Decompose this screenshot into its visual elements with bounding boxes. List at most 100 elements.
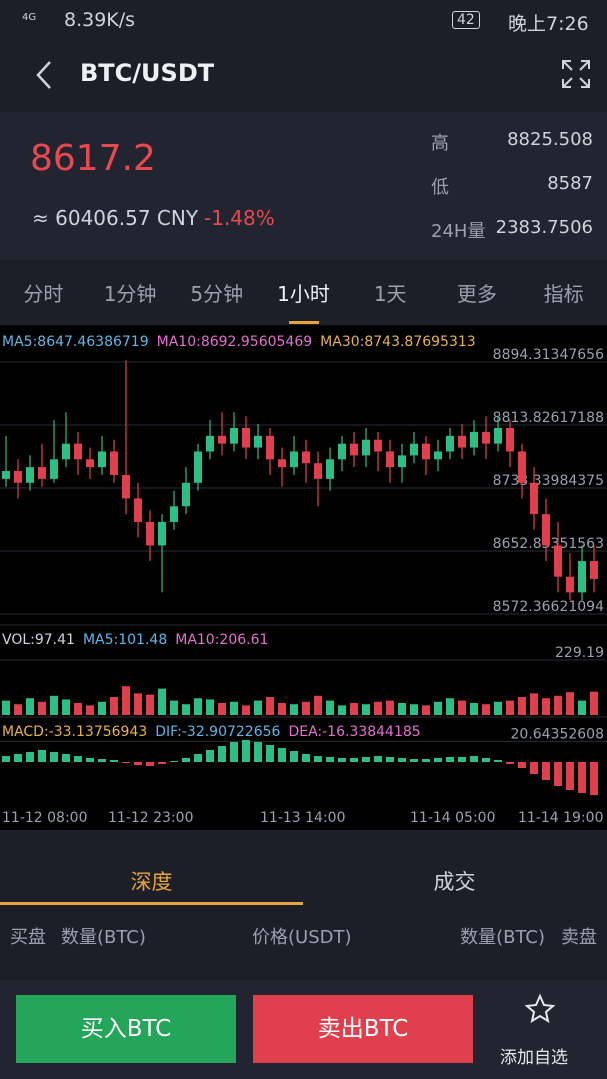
period-tab[interactable]: 1分钟 <box>103 282 157 306</box>
order-header: 买盘 <box>10 927 46 948</box>
macd-bar <box>170 761 178 762</box>
candle-body <box>2 471 10 479</box>
macd-bar <box>542 762 550 780</box>
volume-bar <box>458 700 466 715</box>
depth-tab[interactable]: 深度 <box>130 870 173 894</box>
volume-bar <box>158 688 166 715</box>
candle-body <box>38 467 46 479</box>
volume-bar <box>38 701 46 715</box>
legend-text: MA5:101.48 <box>83 632 167 648</box>
volume-bar <box>182 704 190 715</box>
candle-body <box>314 463 322 479</box>
period-tab[interactable]: 指标 <box>543 282 584 306</box>
candle-body <box>386 451 394 468</box>
volume-bar <box>50 695 58 715</box>
candle-body <box>350 443 358 456</box>
volume-bar <box>170 700 178 715</box>
stat-label: 24H量 <box>431 221 486 242</box>
macd-bar <box>314 756 322 762</box>
volume-bar <box>98 701 106 715</box>
macd-bar <box>338 758 346 762</box>
candle-body <box>434 451 442 460</box>
candle-body <box>218 435 226 444</box>
volume-bar <box>338 705 346 715</box>
candle-body <box>122 474 130 499</box>
macd-bar <box>578 762 586 793</box>
candle-body <box>530 482 538 515</box>
period-tab[interactable]: 更多 <box>456 282 497 306</box>
volume-bar <box>62 699 70 715</box>
volume-bar <box>398 703 406 715</box>
star-icon[interactable] <box>524 993 556 1025</box>
stat-value: 2383.7506 <box>495 217 593 238</box>
macd-bar <box>194 754 202 762</box>
macd-bar <box>470 756 478 762</box>
candle-body <box>566 576 574 593</box>
order-header: 价格(USDT) <box>252 927 352 948</box>
period-tab[interactable]: 5分钟 <box>190 282 244 306</box>
macd-bar <box>482 758 490 762</box>
macd-bar <box>74 756 82 762</box>
macd-bar <box>158 762 166 764</box>
candle-body <box>110 451 118 475</box>
macd-bar <box>254 742 262 762</box>
fullscreen-button[interactable] <box>560 58 592 90</box>
macd-bar <box>566 762 574 790</box>
macd-bar <box>146 762 154 766</box>
macd-bar <box>518 762 526 768</box>
net-speed: 8.39K/s <box>64 9 136 31</box>
last-price: 8617.2 <box>30 138 156 179</box>
network: 4G <box>22 12 37 23</box>
period-tab[interactable]: 1小时 <box>277 282 330 306</box>
candle-body <box>266 435 274 460</box>
volume-bar <box>86 705 94 715</box>
macd-bar <box>26 752 34 762</box>
volume-bar <box>530 693 538 715</box>
buy-button[interactable]: 买入BTC <box>16 995 236 1063</box>
volume-bar <box>386 700 394 715</box>
depth-tab[interactable]: 成交 <box>433 870 476 894</box>
candle-body <box>170 506 178 522</box>
order-header: 数量(BTC) <box>460 927 545 948</box>
candle-body <box>326 459 334 479</box>
candle-body <box>158 521 166 546</box>
legend-text: MA10:206.61 <box>175 632 268 648</box>
stat-value: 8825.508 <box>507 129 593 150</box>
y-tick-label: 8733.33984375 <box>493 473 604 489</box>
macd-bar <box>302 754 310 762</box>
candle-body <box>182 482 190 507</box>
candle-body <box>482 431 490 444</box>
clock: 晚上7:26 <box>508 13 589 35</box>
candle-body <box>446 435 454 452</box>
period-tab[interactable]: 1天 <box>373 282 407 306</box>
tab-indicator <box>0 902 303 905</box>
volume-bar <box>206 699 214 715</box>
volume-bar <box>566 692 574 715</box>
volume-bar <box>134 693 142 715</box>
legend-text: MA10:8692.95605469 <box>157 334 313 350</box>
x-tick-label: 11-12 08:00 <box>2 810 87 826</box>
sell-button[interactable]: 卖出BTC <box>253 995 473 1063</box>
period-tab[interactable]: 分时 <box>23 282 64 306</box>
volume-bar <box>362 704 370 715</box>
candle-body <box>146 521 154 546</box>
volume-bar <box>446 698 454 715</box>
candle-body <box>206 435 214 452</box>
stat-value: 8587 <box>547 173 593 194</box>
macd-bar <box>86 758 94 762</box>
macd-bar <box>374 756 382 762</box>
back-button[interactable] <box>30 58 60 92</box>
candle-body <box>494 427 502 444</box>
candle-body <box>74 443 82 460</box>
legend-text: MACD:-33.13756943 <box>2 724 147 740</box>
macd-bar <box>182 758 190 762</box>
tab-indicator <box>288 321 319 324</box>
macd-bar <box>62 754 70 762</box>
macd-bar <box>554 762 562 786</box>
candle-body <box>14 471 22 483</box>
volume-bar <box>314 695 322 715</box>
macd-bar <box>446 757 454 762</box>
favorite-button[interactable]: 添加自选 <box>500 1048 568 1068</box>
volume-bar <box>74 703 82 715</box>
volume-bar <box>410 704 418 715</box>
